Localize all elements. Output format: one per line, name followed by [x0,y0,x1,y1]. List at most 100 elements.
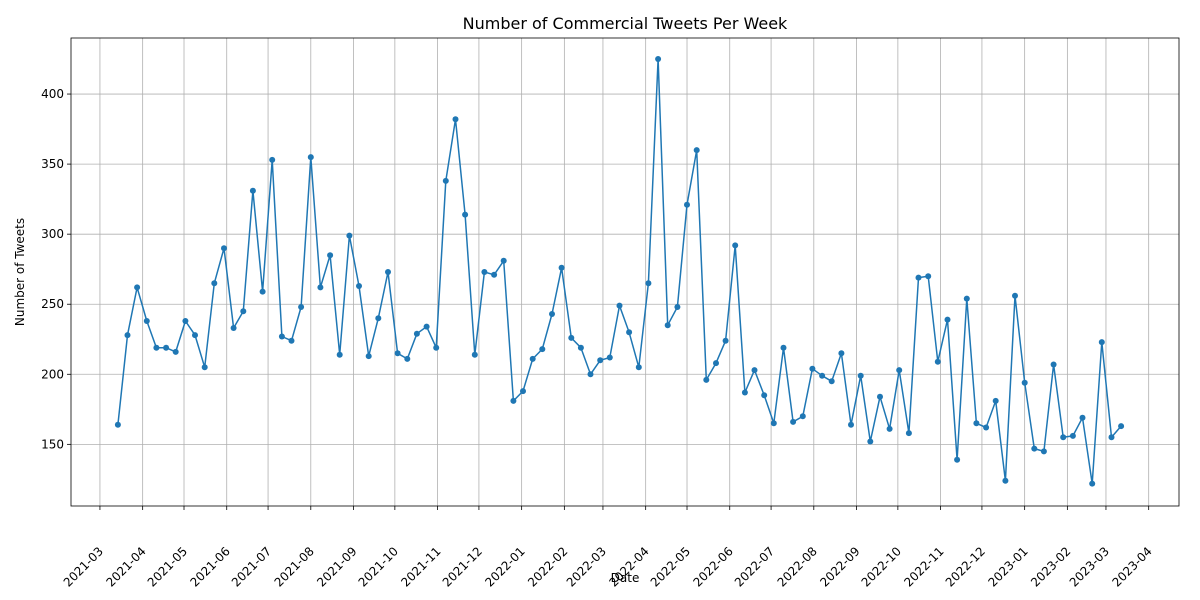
data-point [674,304,681,310]
data-point [230,325,237,331]
data-point [452,116,459,123]
data-point [336,351,343,358]
data-point [577,344,584,351]
y-tick-label: 300 [41,227,64,241]
data-point [172,348,179,355]
data-point [693,147,700,154]
data-point [510,397,517,404]
data-point [780,344,787,351]
data-point [751,367,758,374]
y-tick-label: 350 [41,157,64,171]
data-point [944,316,951,323]
data-point [356,283,362,289]
data-point [713,360,719,367]
data-point [124,332,131,339]
data-point [153,344,160,351]
data-point [1098,339,1105,346]
data-point [684,201,690,208]
y-tick-label: 150 [41,437,64,451]
data-point [259,288,266,295]
data-point [1021,379,1028,386]
data-point [799,413,806,420]
data-point [114,421,121,428]
data-point [809,365,816,372]
data-point [240,308,247,315]
data-point [1079,414,1086,421]
data-point [558,264,565,271]
data-point [520,388,526,395]
data-point [722,337,729,344]
series-tweets [114,56,1125,487]
data-point [886,425,893,432]
data-point [655,56,662,62]
data-point [626,329,633,336]
data-point [848,421,854,428]
data-point [867,438,874,445]
data-point [877,393,883,400]
data-point [404,355,411,362]
y-tick-label: 400 [41,87,64,101]
data-point [905,430,912,437]
data-point [433,344,440,351]
data-point [1069,432,1076,439]
data-point [500,257,507,264]
data-point [1012,292,1018,299]
data-point [1089,480,1096,487]
data-point [983,424,990,431]
data-point [423,323,430,330]
data-point [703,376,710,383]
data-point [664,322,671,329]
data-point [442,177,449,184]
data-point [1060,434,1067,441]
chart-title: Number of Commercial Tweets Per Week [463,14,788,33]
plot-frame [70,37,1180,507]
data-point [298,304,305,310]
data-point [790,418,797,425]
data-point [278,333,285,340]
data-point [732,242,739,249]
data-point [549,311,555,317]
data-point [1031,445,1038,452]
data-point [221,245,227,252]
data-point [529,355,536,362]
data-point [327,252,334,259]
data-point [365,353,372,360]
data-point [1050,361,1057,368]
x-axis-label: Date [611,571,640,585]
data-point [925,273,932,280]
data-point [317,284,324,291]
data-point [954,456,961,463]
data-point [491,271,498,278]
data-point [462,211,469,218]
data-point [597,357,604,364]
data-point [587,371,594,378]
data-point [143,318,150,324]
data-point [828,378,835,385]
data-point [973,420,980,427]
data-point [481,269,488,275]
y-tick-label: 200 [41,367,64,381]
data-point [741,389,748,396]
data-point [288,337,295,344]
grid-lines [71,38,1179,506]
data-point [761,392,768,399]
data-point [568,334,575,341]
data-point [992,397,999,404]
data-point [606,354,613,361]
data-point [413,330,420,337]
data-point [819,372,826,379]
data-point [375,315,382,322]
data-point [182,318,189,324]
y-axis-ticks: 150 200 250 300 350 400 [41,87,71,451]
data-point [307,154,314,161]
data-point [1002,477,1009,484]
data-point [385,269,391,275]
data-point [770,420,777,427]
data-point [838,350,845,357]
data-point [249,187,256,194]
data-point [211,280,218,287]
data-point [1108,434,1115,441]
data-point [192,332,198,339]
